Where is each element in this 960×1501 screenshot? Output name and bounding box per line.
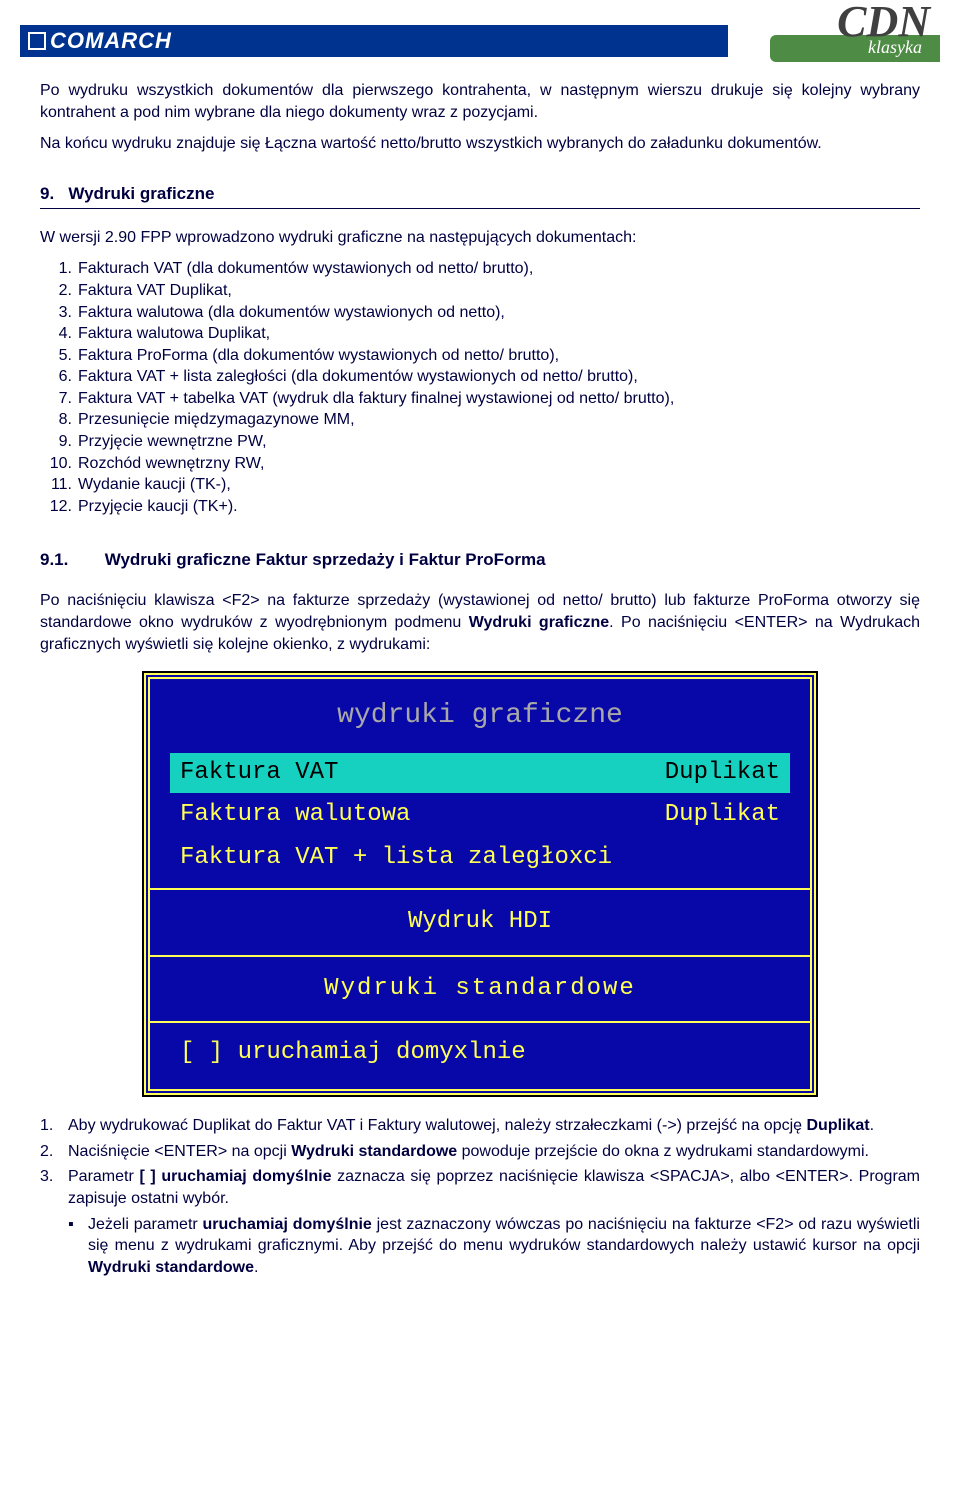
sub-bullet: ▪ Jeżeli parametr uruchamiaj domyślnie j… [68,1214,920,1279]
cdn-logo: CDN klasyka [770,4,940,68]
numbered-list-9: 1.Fakturach VAT (dla dokumentów wystawio… [40,258,920,517]
list-item-number: 11. [40,474,78,496]
comarch-square-icon [28,32,46,50]
dos-row-faktura-walutowa[interactable]: Faktura walutowa Duplikat [170,795,790,835]
document-body: Po wydruku wszystkich dokumentów dla pie… [0,80,960,1318]
list-item-text: Faktura walutowa Duplikat, [78,323,920,345]
dos-row-faktura-vat[interactable]: Faktura VAT Duplikat [170,753,790,793]
dos-divider-3 [150,1021,810,1023]
section-9-1-title: Wydruki graficzne Faktur sprzedaży i Fak… [105,550,546,569]
list-item-text: Rozchód wewnętrzny RW, [78,453,920,475]
list-item-number: 10. [40,453,78,475]
list-item-number: 6. [40,366,78,388]
dos-row2-left: Faktura walutowa [180,799,410,831]
dos-row1-right: Duplikat [665,757,780,789]
list-item: 3.Faktura walutowa (dla dokumentów wysta… [40,302,920,324]
list-item: 11.Wydanie kaucji (TK-), [40,474,920,496]
list-item-number: 1. [40,258,78,280]
section-9-title: Wydruki graficzne [68,184,214,203]
list-item: 5.Faktura ProForma (dla dokumentów wysta… [40,345,920,367]
list-item-text: Fakturach VAT (dla dokumentów wystawiony… [78,258,920,280]
list-intro: W wersji 2.90 FPP wprowadzono wydruki gr… [40,227,920,249]
dos-menu-window: wydruki graficzne Faktura VAT Duplikat F… [144,673,816,1095]
bullet-square-icon: ▪ [68,1214,88,1279]
list-item: 1.Fakturach VAT (dla dokumentów wystawio… [40,258,920,280]
list-item-text: Przesunięcie międzymagazynowe MM, [78,409,920,431]
dos-row-wydruki-standardowe[interactable]: Wydruki standardowe [170,967,790,1011]
list-item: 9.Przyjęcie wewnętrzne PW, [40,431,920,453]
list-item: 12.Przyjęcie kaucji (TK+). [40,496,920,518]
list-item-text: Parametr [ ] uruchamiaj domyślnie zaznac… [68,1166,920,1209]
list-item-text: Przyjęcie wewnętrzne PW, [78,431,920,453]
intro-paragraph-2: Na końcu wydruku znajduje się Łączna war… [40,133,920,155]
dos-row-wydruk-hdi[interactable]: Wydruk HDI [170,900,790,944]
list-item-number: 12. [40,496,78,518]
list-item-text: Faktura VAT Duplikat, [78,280,920,302]
list-item-number: 4. [40,323,78,345]
list-item-text: Faktura walutowa (dla dokumentów wystawi… [78,302,920,324]
dos-divider-1 [150,888,810,890]
list-item: 2.Faktura VAT Duplikat, [40,280,920,302]
list-item: 6.Faktura VAT + lista zaległości (dla do… [40,366,920,388]
dos-checkbox-row[interactable]: [ ] uruchamiaj domyxlnie [170,1033,790,1073]
list-item-text: Naciśnięcie <ENTER> na opcji Wydruki sta… [68,1141,920,1163]
list-item-text: Faktura VAT + lista zaległości (dla doku… [78,366,920,388]
sub-bullet-text: Jeżeli parametr uruchamiaj domyślnie jes… [88,1214,920,1279]
comarch-text: COMARCH [50,28,172,54]
section-9-1-heading: 9.1. Wydruki graficzne Faktur sprzedaży … [40,549,920,572]
list-item-text: Faktura VAT + tabelka VAT (wydruk dla fa… [78,388,920,410]
list-item: 10.Rozchód wewnętrzny RW, [40,453,920,475]
list-item: 1.Aby wydrukować Duplikat do Faktur VAT … [40,1115,920,1137]
list-item-number: 2. [40,280,78,302]
list-item: 7.Faktura VAT + tabelka VAT (wydruk dla … [40,388,920,410]
list-item: 4.Faktura walutowa Duplikat, [40,323,920,345]
list-item-number: 8. [40,409,78,431]
bottom-numbered-list: 1.Aby wydrukować Duplikat do Faktur VAT … [40,1115,920,1209]
list-item-number: 9. [40,431,78,453]
list-item-number: 3. [40,302,78,324]
list-item-number: 7. [40,388,78,410]
section-9-number: 9. [40,184,54,203]
list-item-text: Przyjęcie kaucji (TK+). [78,496,920,518]
list-item-number: 2. [40,1141,68,1163]
list-item-text: Wydanie kaucji (TK-), [78,474,920,496]
list-item-text: Faktura ProForma (dla dokumentów wystawi… [78,345,920,367]
dos-divider-2 [150,955,810,957]
list-item-text: Aby wydrukować Duplikat do Faktur VAT i … [68,1115,920,1137]
list-item: 8.Przesunięcie międzymagazynowe MM, [40,409,920,431]
list-item-number: 1. [40,1115,68,1137]
section-9-1-number: 9.1. [40,549,100,572]
intro-paragraph-1: Po wydruku wszystkich dokumentów dla pie… [40,80,920,123]
comarch-logo-bar: COMARCH [20,25,728,57]
dos-row3-text: Faktura VAT + lista zaległoxci [180,842,612,874]
list-item-number: 5. [40,345,78,367]
section-9-heading: 9. Wydruki graficzne [40,183,920,209]
para-9-1-bold: Wydruki graficzne [469,614,609,631]
para-9-1: Po naciśnięciu klawisza <F2> na fakturze… [40,590,920,655]
dos-row1-left: Faktura VAT [180,757,338,789]
cdn-text: CDN [770,4,940,39]
list-item: 3.Parametr [ ] uruchamiaj domyślnie zazn… [40,1166,920,1209]
dos-title: wydruki graficzne [170,697,790,735]
page-header: COMARCH CDN klasyka [0,0,960,70]
dos-row2-right: Duplikat [665,799,780,831]
list-item: 2.Naciśnięcie <ENTER> na opcji Wydruki s… [40,1141,920,1163]
dos-row-lista-zaleglosci[interactable]: Faktura VAT + lista zaległoxci [170,838,790,878]
list-item-number: 3. [40,1166,68,1209]
